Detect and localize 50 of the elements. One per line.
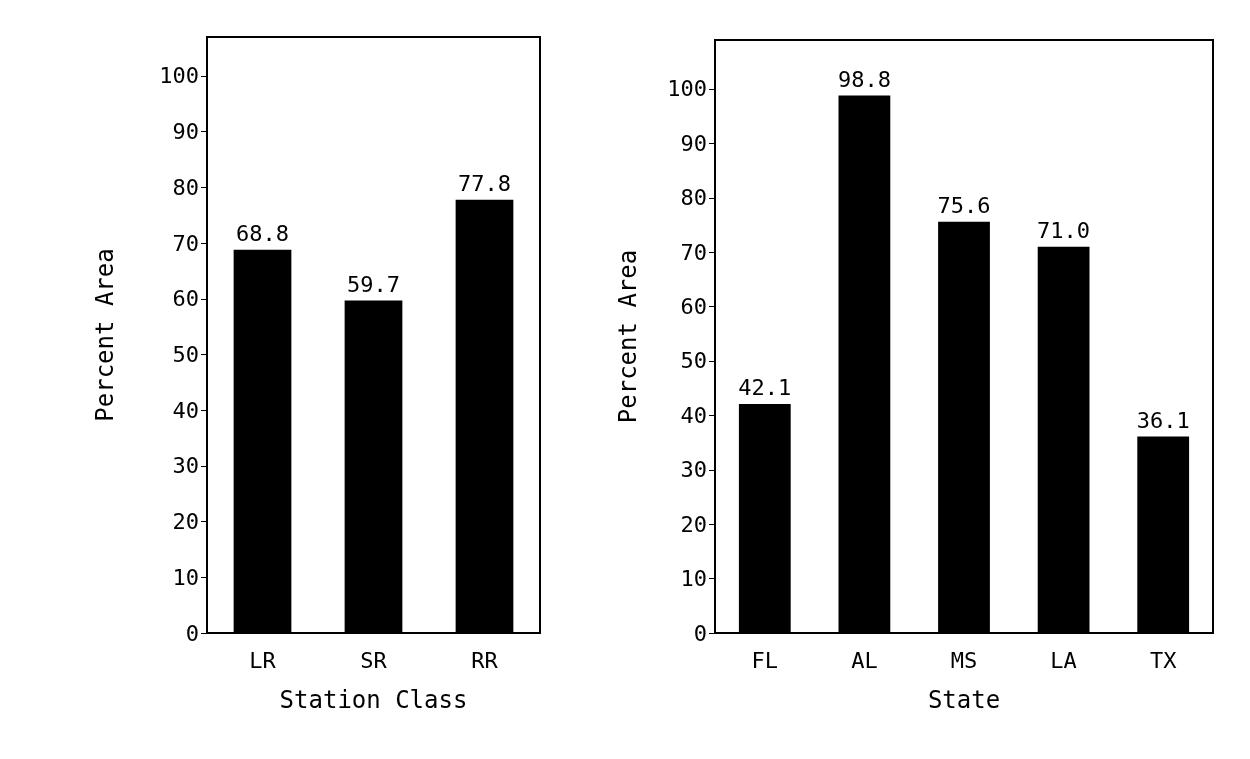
x-tick-label: AL: [851, 647, 878, 673]
data-label: 59.7: [347, 271, 400, 297]
y-tick-label: 100: [159, 63, 199, 89]
y-tick-label: 20: [680, 511, 707, 537]
data-label: 71.0: [1037, 218, 1091, 244]
y-tick-label: 100: [667, 76, 707, 102]
y-tick-label: 10: [680, 566, 707, 592]
y-axis-title: Percent Area: [614, 249, 642, 424]
bar: [1137, 436, 1190, 633]
data-label: 68.8: [236, 221, 289, 247]
bar: [233, 249, 292, 633]
x-axis-title: State: [927, 686, 1001, 714]
x-tick-label: SR: [360, 647, 388, 673]
x-tick-label: RR: [471, 647, 499, 673]
y-tick-label: 90: [172, 119, 199, 145]
bar: [1037, 246, 1090, 633]
y-tick-label: 70: [172, 230, 199, 256]
y-tick-label: 10: [172, 564, 199, 590]
bar: [455, 199, 514, 633]
y-tick-label: 60: [172, 286, 199, 312]
y-tick-label: 30: [680, 457, 707, 483]
y-tick-label: 90: [680, 130, 707, 156]
bar: [938, 221, 990, 633]
y-tick-label: 30: [172, 453, 199, 479]
x-tick-label: MS: [950, 647, 978, 673]
data-label: 98.8: [837, 66, 891, 92]
data-label: 42.1: [738, 375, 792, 401]
data-label: 36.1: [1136, 408, 1190, 434]
y-tick-label: 40: [172, 397, 199, 423]
x-tick-label: FL: [751, 647, 779, 673]
y-tick-label: 40: [680, 402, 707, 428]
data-label: 75.6: [937, 193, 991, 219]
y-tick-label: 80: [680, 185, 707, 211]
y-tick-label: 20: [172, 509, 199, 535]
y-tick-label: 0: [185, 620, 199, 646]
y-axis-title: Percent Area: [91, 248, 119, 422]
x-axis-title: Station Class: [279, 686, 468, 714]
bar: [838, 95, 891, 633]
y-tick-label: 50: [172, 342, 199, 367]
y-tick-label: 70: [680, 239, 707, 265]
bar: [738, 403, 791, 633]
y-tick-label: 60: [680, 294, 707, 320]
bar: [344, 300, 403, 633]
y-tick-label: 0: [693, 620, 707, 646]
data-label: 77.8: [458, 171, 511, 197]
y-tick-label: 80: [172, 174, 199, 200]
x-tick-label: TX: [1149, 647, 1178, 673]
x-tick-label: LA: [1050, 647, 1077, 673]
x-tick-label: LR: [249, 647, 277, 673]
y-tick-label: 50: [680, 348, 707, 374]
